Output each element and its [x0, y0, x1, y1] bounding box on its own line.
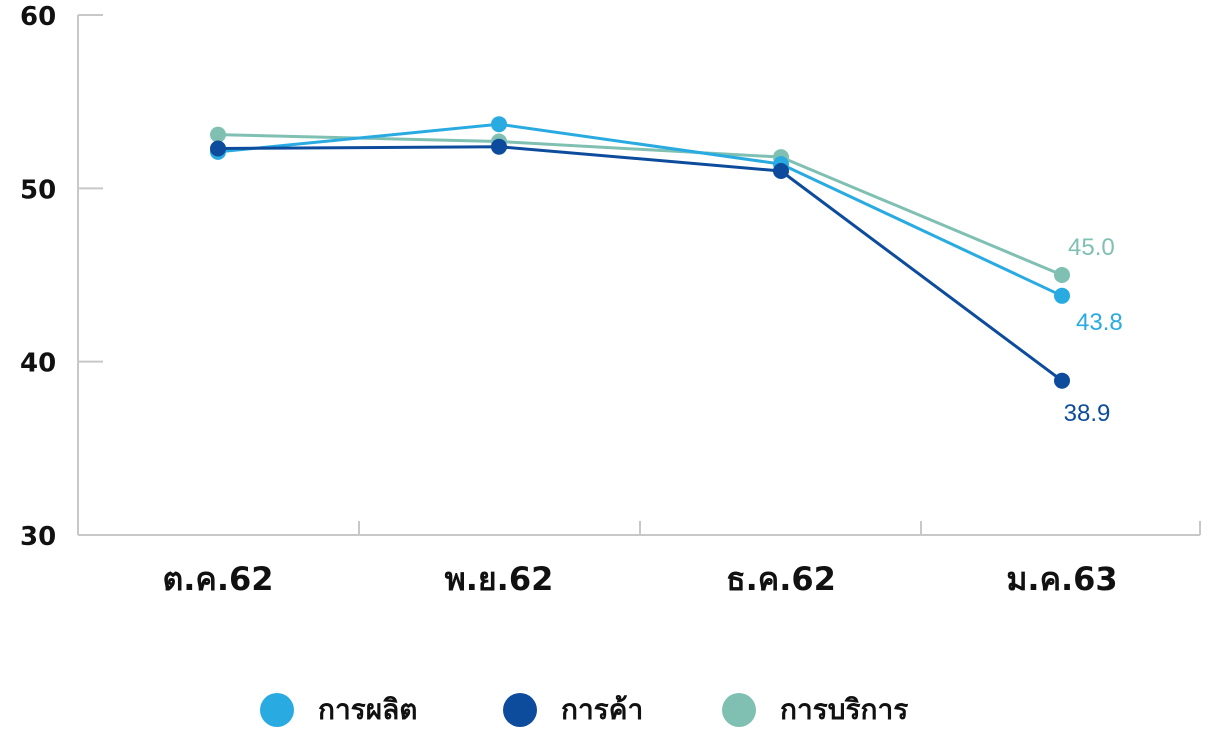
y-axis-ticks: 30 40 50 60 [20, 2, 103, 552]
legend-item-production: การผลิต [260, 690, 417, 730]
legend-swatch-production [260, 693, 294, 727]
legend-swatch-trade [503, 693, 537, 727]
data-labels: 43.8 38.9 45.0 [1064, 234, 1123, 427]
data-point [1054, 372, 1070, 389]
data-point [491, 138, 507, 155]
data-label: 38.9 [1064, 400, 1111, 427]
data-point [1054, 287, 1070, 304]
y-tick-label: 60 [20, 2, 56, 32]
x-tick-label: ต.ค.62 [162, 560, 273, 598]
legend-label-services: การบริการ [780, 693, 909, 726]
data-point [210, 126, 226, 143]
data-label: 45.0 [1068, 234, 1115, 261]
x-axis-ticks: ต.ค.62 พ.ย.62 ธ.ค.62 ม.ค.63 [162, 560, 1117, 598]
y-tick-label: 50 [20, 175, 56, 205]
legend-label-trade: การค้า [561, 693, 644, 726]
legend: การผลิต การค้า การบริการ [0, 690, 1208, 730]
legend-label-production: การผลิต [318, 693, 418, 726]
data-label: 43.8 [1076, 309, 1123, 336]
data-point [210, 140, 226, 157]
legend-item-services: การบริการ [722, 690, 908, 730]
legend-swatch-services [722, 693, 756, 727]
data-point [1054, 267, 1070, 283]
y-tick-label: 30 [20, 522, 56, 552]
x-tick-label: ธ.ค.62 [726, 560, 836, 598]
data-point [491, 116, 507, 133]
x-tick-label: ม.ค.63 [1006, 560, 1117, 598]
legend-item-trade: การค้า [503, 690, 643, 730]
series-line-2 [217, 133, 1063, 277]
y-tick-label: 40 [20, 349, 56, 379]
chart-axes [77, 15, 1201, 536]
line-chart: 30 40 50 60 ต.ค.62 พ.ย.62 ธ.ค.62 ม.ค.63 43.8 38… [20, 2, 1201, 598]
data-point [773, 163, 789, 179]
series-line-1 [217, 145, 1063, 382]
x-tick-label: พ.ย.62 [445, 560, 554, 598]
series-line-0 [217, 122, 1063, 298]
series-layer [210, 116, 1070, 389]
